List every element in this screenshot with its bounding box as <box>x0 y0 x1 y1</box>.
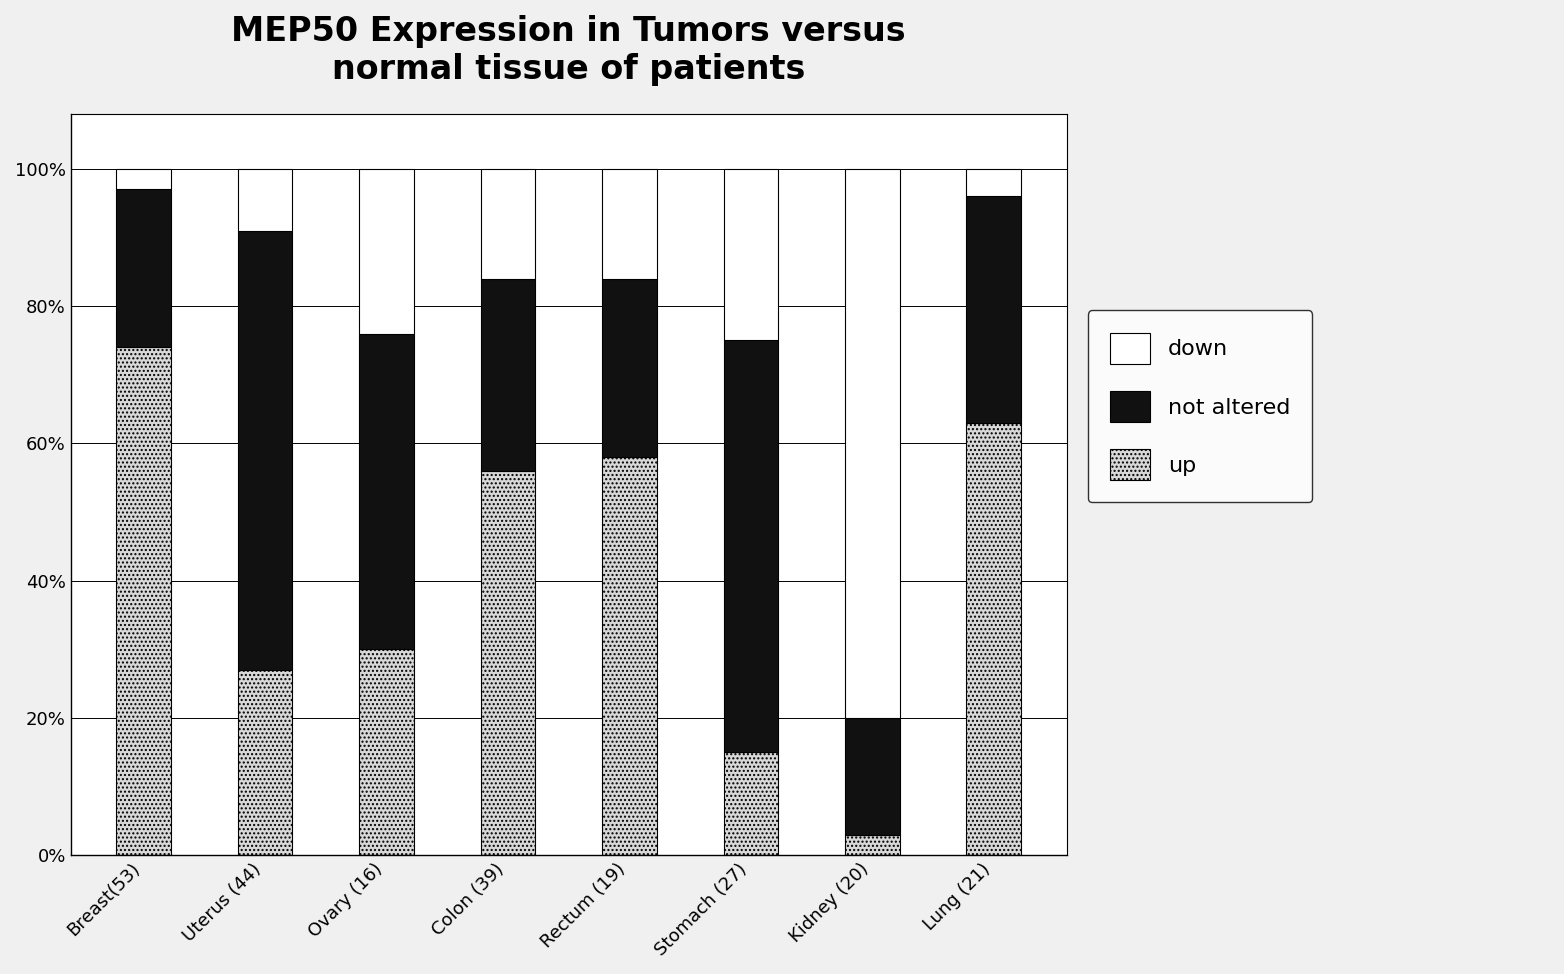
Bar <box>480 470 535 855</box>
Bar <box>845 835 899 855</box>
Bar <box>116 169 170 189</box>
Bar <box>116 189 170 348</box>
Legend: down, not altered, up: down, not altered, up <box>1087 311 1312 503</box>
Bar <box>480 169 535 279</box>
Bar <box>845 169 899 718</box>
Bar <box>238 231 292 670</box>
Bar <box>602 457 657 855</box>
Bar <box>360 650 414 855</box>
Bar <box>238 169 292 231</box>
Bar <box>116 348 170 855</box>
Bar <box>480 279 535 470</box>
Bar <box>602 169 657 279</box>
Bar <box>845 718 899 835</box>
Bar <box>602 279 657 457</box>
Bar <box>238 670 292 855</box>
Bar <box>967 169 1021 197</box>
Bar <box>724 340 779 752</box>
Bar <box>724 169 779 340</box>
Bar <box>360 333 414 650</box>
Bar <box>724 752 779 855</box>
Bar <box>967 423 1021 855</box>
Bar <box>360 169 414 333</box>
Bar <box>967 197 1021 423</box>
Title: MEP50 Expression in Tumors versus
normal tissue of patients: MEP50 Expression in Tumors versus normal… <box>231 15 906 87</box>
